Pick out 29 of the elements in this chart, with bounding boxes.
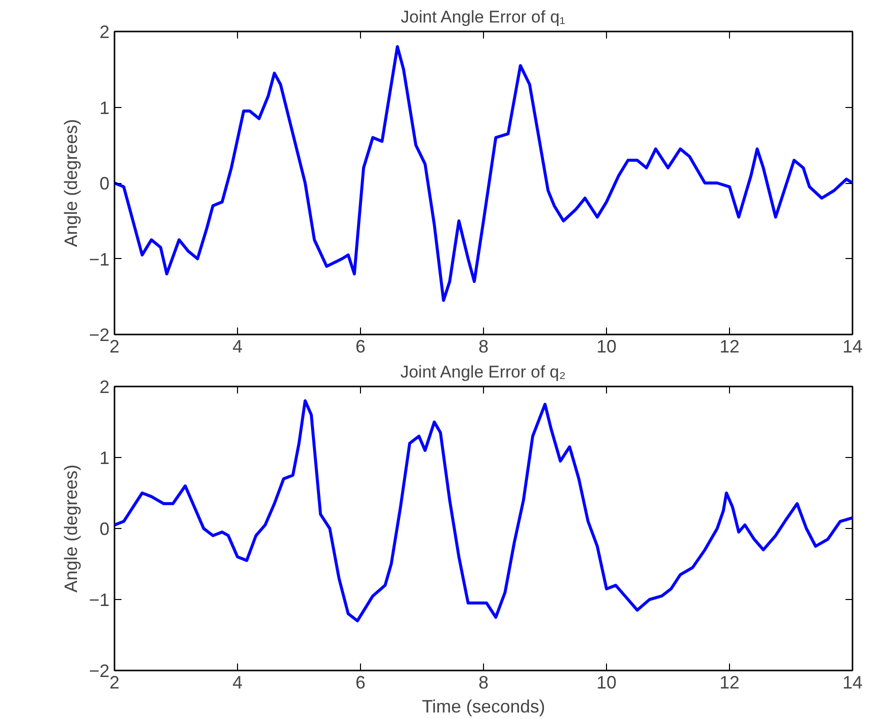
x-tick-label: 4 xyxy=(232,672,243,692)
y-axis-title: Angle (degrees) xyxy=(60,118,81,248)
x-tick-label: 8 xyxy=(478,672,489,692)
x-tick-label: 12 xyxy=(719,672,740,692)
y-tick-label: −2 xyxy=(88,325,110,345)
y-tick-label: 0 xyxy=(99,174,110,194)
y-tick-label: 1 xyxy=(99,448,110,468)
x-tick-label: 10 xyxy=(596,336,617,356)
y-tick-label: 1 xyxy=(99,98,110,118)
x-tick-label: 12 xyxy=(719,336,740,356)
chart-title: Joint Angle Error of q₂ xyxy=(400,362,566,382)
y-axis-title: Angle (degrees) xyxy=(60,464,81,593)
x-axis-title: Time (seconds) xyxy=(422,696,546,716)
x-tick-label: 4 xyxy=(232,336,243,356)
x-tick-label: 14 xyxy=(842,672,863,692)
chart-title: Joint Angle Error of q₁ xyxy=(400,8,566,26)
x-tick-label: 14 xyxy=(842,336,863,356)
line-series xyxy=(114,399,852,622)
y-tick-label: 2 xyxy=(99,22,110,42)
y-tick-label: −1 xyxy=(88,590,110,610)
line-series xyxy=(114,45,852,302)
y-tick-label: 2 xyxy=(99,377,110,397)
x-tick-label: 6 xyxy=(355,336,366,356)
x-tick-label: 6 xyxy=(355,672,366,692)
x-tick-label: 10 xyxy=(596,672,617,692)
x-tick-label: 8 xyxy=(478,336,489,356)
y-tick-label: −2 xyxy=(88,661,110,681)
y-tick-label: −1 xyxy=(88,249,110,270)
y-tick-label: 0 xyxy=(99,519,110,539)
